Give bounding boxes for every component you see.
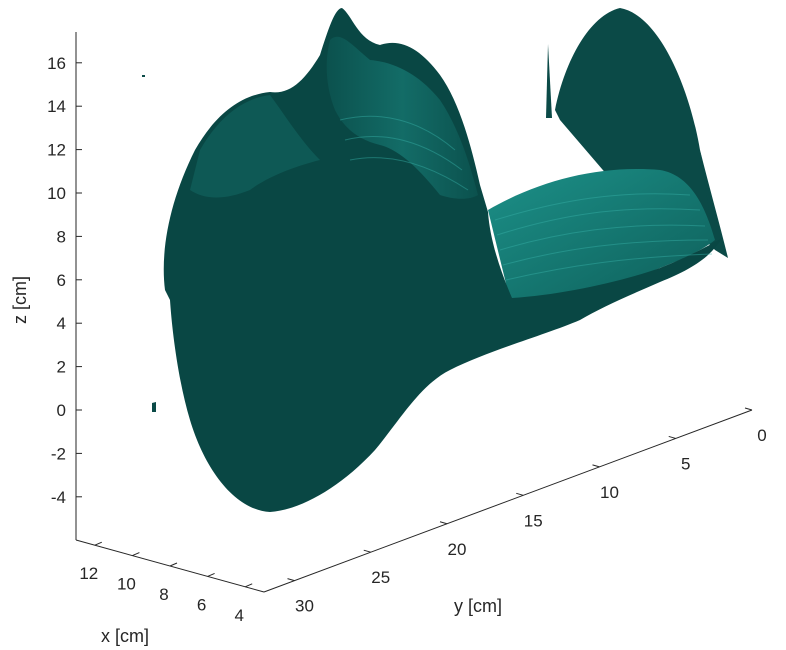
- x-tick-mark: [94, 541, 102, 546]
- x-tick-mark: [207, 572, 215, 577]
- z-tick-label: 2: [57, 358, 66, 377]
- surface-striations: [339, 115, 713, 281]
- y-tick-mark: [363, 549, 371, 553]
- x-tick-label: 6: [197, 595, 206, 614]
- y-tick-mark: [287, 578, 295, 582]
- z-tick-label: 6: [57, 271, 66, 290]
- z-tick-label: 4: [57, 314, 66, 333]
- surface-left-highlight: [190, 95, 320, 198]
- y-axis-line: [263, 409, 753, 593]
- y-tick-label: 0: [757, 426, 766, 445]
- x-tick-label: 4: [234, 606, 243, 625]
- z-tick-label: -2: [51, 444, 66, 463]
- z-tick-label: 0: [57, 401, 66, 420]
- surface-fin: [700, 150, 728, 258]
- z-tick-label: 10: [47, 184, 66, 203]
- x-tick-label: 8: [159, 585, 168, 604]
- z-tick-label: 16: [47, 54, 66, 73]
- x-axis-label: x [cm]: [101, 626, 149, 646]
- surface-ridge-highlight: [326, 36, 478, 199]
- z-tick-label: 8: [57, 227, 66, 246]
- z-tick-label: -4: [51, 488, 66, 507]
- y-tick-mark: [592, 464, 600, 468]
- surface-tunnel-floor: [488, 169, 715, 300]
- y-tick-mark: [516, 492, 524, 496]
- surface-mesh: [142, 8, 728, 512]
- y-tick-mark: [744, 407, 753, 411]
- x-tick-mark: [245, 583, 253, 588]
- surface-dot: [142, 75, 145, 77]
- y-tick-mark: [439, 521, 448, 525]
- surface-main-body: [163, 8, 722, 512]
- z-tick-label: 14: [47, 97, 66, 116]
- y-tick-label: 20: [448, 540, 467, 559]
- z-tick-label: 12: [47, 141, 66, 160]
- y-tick-label: 5: [681, 454, 690, 473]
- x-tick-label: 10: [117, 575, 136, 594]
- y-tick-label: 10: [600, 483, 619, 502]
- axes: -4 -2 0 2 4 6 8 10 12 14 16 12 10 8 6 4 0 5 10 15 20 25 30: [47, 32, 767, 625]
- y-tick-label: 15: [524, 511, 543, 530]
- y-tick-mark: [668, 435, 676, 439]
- x-tick-mark: [169, 562, 178, 567]
- y-tick-label: 25: [371, 568, 390, 587]
- y-ticks: 0 5 10 15 20 25 30: [287, 407, 767, 616]
- surface-speck: [152, 402, 156, 412]
- x-tick-label: 12: [79, 564, 98, 583]
- z-ticks: -4 -2 0 2 4 6 8 10 12 14 16: [47, 54, 82, 507]
- surface-spike: [546, 44, 552, 118]
- y-tick-label: 30: [295, 597, 314, 616]
- x-tick-mark: [132, 552, 140, 557]
- x-ticks: 12 10 8 6 4: [79, 541, 253, 625]
- z-axis-label: z [cm]: [10, 276, 30, 324]
- y-axis-label: y [cm]: [454, 596, 502, 616]
